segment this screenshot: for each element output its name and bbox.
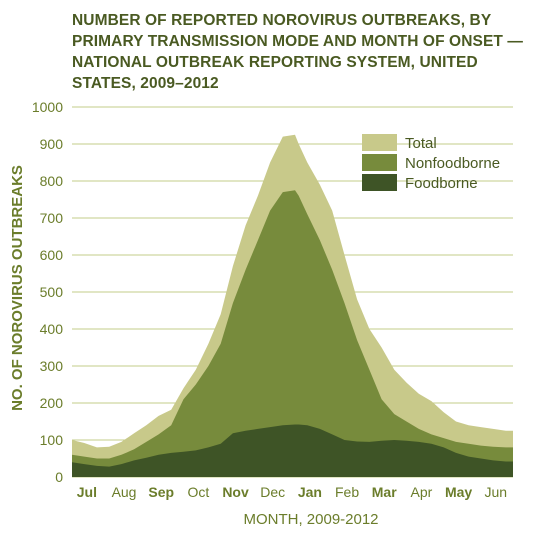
y-tick-label: 600 <box>40 247 64 263</box>
area-series <box>72 134 513 478</box>
area-nonfoodborne <box>72 190 513 478</box>
x-axis-label: MONTH, 2009-2012 <box>243 511 378 528</box>
x-tick-label: Jul <box>77 484 97 500</box>
legend-swatch-total <box>362 134 397 151</box>
chart-title: NUMBER OF REPORTED NOROVIRUS OUTBREAKS, … <box>72 12 523 92</box>
legend-label-nonfoodborne: Nonfoodborne <box>405 155 500 172</box>
y-tick-label: 800 <box>40 173 64 189</box>
legend-label-total: Total <box>405 135 437 152</box>
y-axis-label: NO. OF NOROVIRUS OUTBREAKS <box>9 165 26 411</box>
legend-swatch-foodborne <box>362 174 397 191</box>
x-tick-label: Sep <box>148 484 174 500</box>
x-tick-label: Dec <box>260 484 285 500</box>
x-tick-label: Nov <box>222 484 249 500</box>
area-foodborne <box>72 424 513 477</box>
y-axis-ticks: 0 100 200 300 400 500 600 700 800 900 1000 <box>32 99 63 485</box>
x-tick-label: Feb <box>335 484 359 500</box>
y-tick-label: 900 <box>40 136 64 152</box>
y-tick-label: 400 <box>40 321 64 337</box>
y-tick-label: 100 <box>40 432 64 448</box>
legend-label-foodborne: Foodborne <box>405 175 478 192</box>
x-tick-label: May <box>445 484 472 500</box>
x-tick-label: Jun <box>484 484 507 500</box>
legend: Total Nonfoodborne Foodborne <box>362 134 500 192</box>
y-tick-label: 0 <box>55 469 63 485</box>
legend-swatch-nonfoodborne <box>362 154 397 171</box>
y-tick-label: 300 <box>40 358 64 374</box>
x-tick-label: Jan <box>298 484 322 500</box>
x-tick-label: Aug <box>112 484 137 500</box>
y-tick-label: 1000 <box>32 99 63 115</box>
x-axis-ticks: Jul Aug Sep Oct Nov Dec Jan Feb Mar Apr May Jun <box>77 484 507 500</box>
x-tick-label: Apr <box>410 484 432 500</box>
y-tick-label: 700 <box>40 210 64 226</box>
x-tick-label: Mar <box>372 484 397 500</box>
x-tick-label: Oct <box>187 484 209 500</box>
y-tick-label: 200 <box>40 395 64 411</box>
y-tick-label: 500 <box>40 284 64 300</box>
